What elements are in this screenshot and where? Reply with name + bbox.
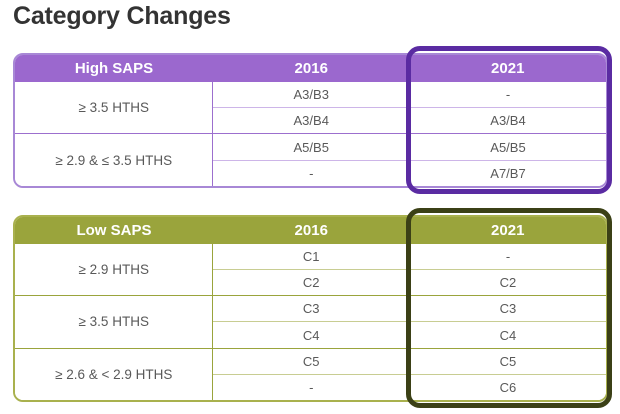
low-saps-2016-header-cell: 2016 (212, 217, 410, 244)
cell-2016: A5/B5 (212, 133, 410, 161)
hths-range-label: ≥ 2.9 & ≤ 3.5 HTHS (15, 133, 213, 186)
low-saps-table: Low SAPS 2016 2021 ≥ 2.9 HTHS C1 - C2 C2… (13, 215, 608, 402)
hths-range-label: ≥ 2.6 & < 2.9 HTHS (15, 347, 213, 400)
cell-2021: C5 (408, 347, 606, 375)
cell-2021: - (408, 244, 606, 270)
cell-2016: A3/B4 (212, 107, 410, 134)
high-saps-2021-header-cell: 2021 (409, 55, 606, 82)
cell-2016: C2 (212, 268, 410, 296)
cell-2021: C6 (408, 374, 606, 400)
cell-2021: C4 (408, 321, 606, 349)
hths-range-label: ≥ 2.9 HTHS (15, 244, 213, 296)
high-saps-table: High SAPS 2016 2021 ≥ 3.5 HTHS A3/B3 - A… (13, 53, 608, 188)
page-title: Category Changes (13, 2, 231, 30)
cell-2016: A3/B3 (212, 82, 410, 108)
cell-2021: A3/B4 (408, 107, 606, 134)
cell-2021: A5/B5 (408, 133, 606, 161)
cell-2021: A7/B7 (408, 159, 606, 186)
hths-range-label: ≥ 3.5 HTHS (15, 295, 213, 349)
cell-2016: C5 (212, 347, 410, 375)
table-row: C2 C2 (15, 268, 606, 296)
low-saps-header-row: Low SAPS 2016 2021 (15, 217, 606, 244)
table-row: A3/B4 A3/B4 (15, 107, 606, 134)
table-row: ≥ 3.5 HTHS C3 C3 (15, 295, 606, 349)
low-saps-2021-header-cell: 2021 (409, 217, 606, 244)
cell-2016: - (212, 374, 410, 400)
cell-2016: - (212, 159, 410, 186)
low-saps-title-cell: Low SAPS (15, 217, 213, 244)
cell-2016: C1 (212, 244, 410, 270)
table-row: - C6 (15, 374, 606, 400)
high-saps-table-grid: High SAPS 2016 2021 ≥ 3.5 HTHS A3/B3 - A… (15, 55, 606, 186)
cell-2021: C3 (408, 295, 606, 322)
table-row: ≥ 2.9 HTHS C1 - (15, 244, 606, 296)
table-row: ≥ 2.6 & < 2.9 HTHS C5 C5 (15, 347, 606, 400)
table-row: ≥ 2.9 & ≤ 3.5 HTHS A5/B5 A5/B5 (15, 133, 606, 186)
low-saps-table-grid: Low SAPS 2016 2021 ≥ 2.9 HTHS C1 - C2 C2… (15, 217, 606, 400)
high-saps-header-row: High SAPS 2016 2021 (15, 55, 606, 82)
table-row: C4 C4 (15, 321, 606, 349)
high-saps-title-cell: High SAPS (15, 55, 213, 82)
cell-2021: C2 (408, 268, 606, 296)
cell-2016: C3 (212, 295, 410, 322)
cell-2021: - (408, 82, 606, 108)
table-row: - A7/B7 (15, 159, 606, 186)
cell-2016: C4 (212, 321, 410, 349)
hths-range-label: ≥ 3.5 HTHS (15, 82, 213, 134)
high-saps-2016-header-cell: 2016 (212, 55, 410, 82)
table-row: ≥ 3.5 HTHS A3/B3 - (15, 82, 606, 134)
